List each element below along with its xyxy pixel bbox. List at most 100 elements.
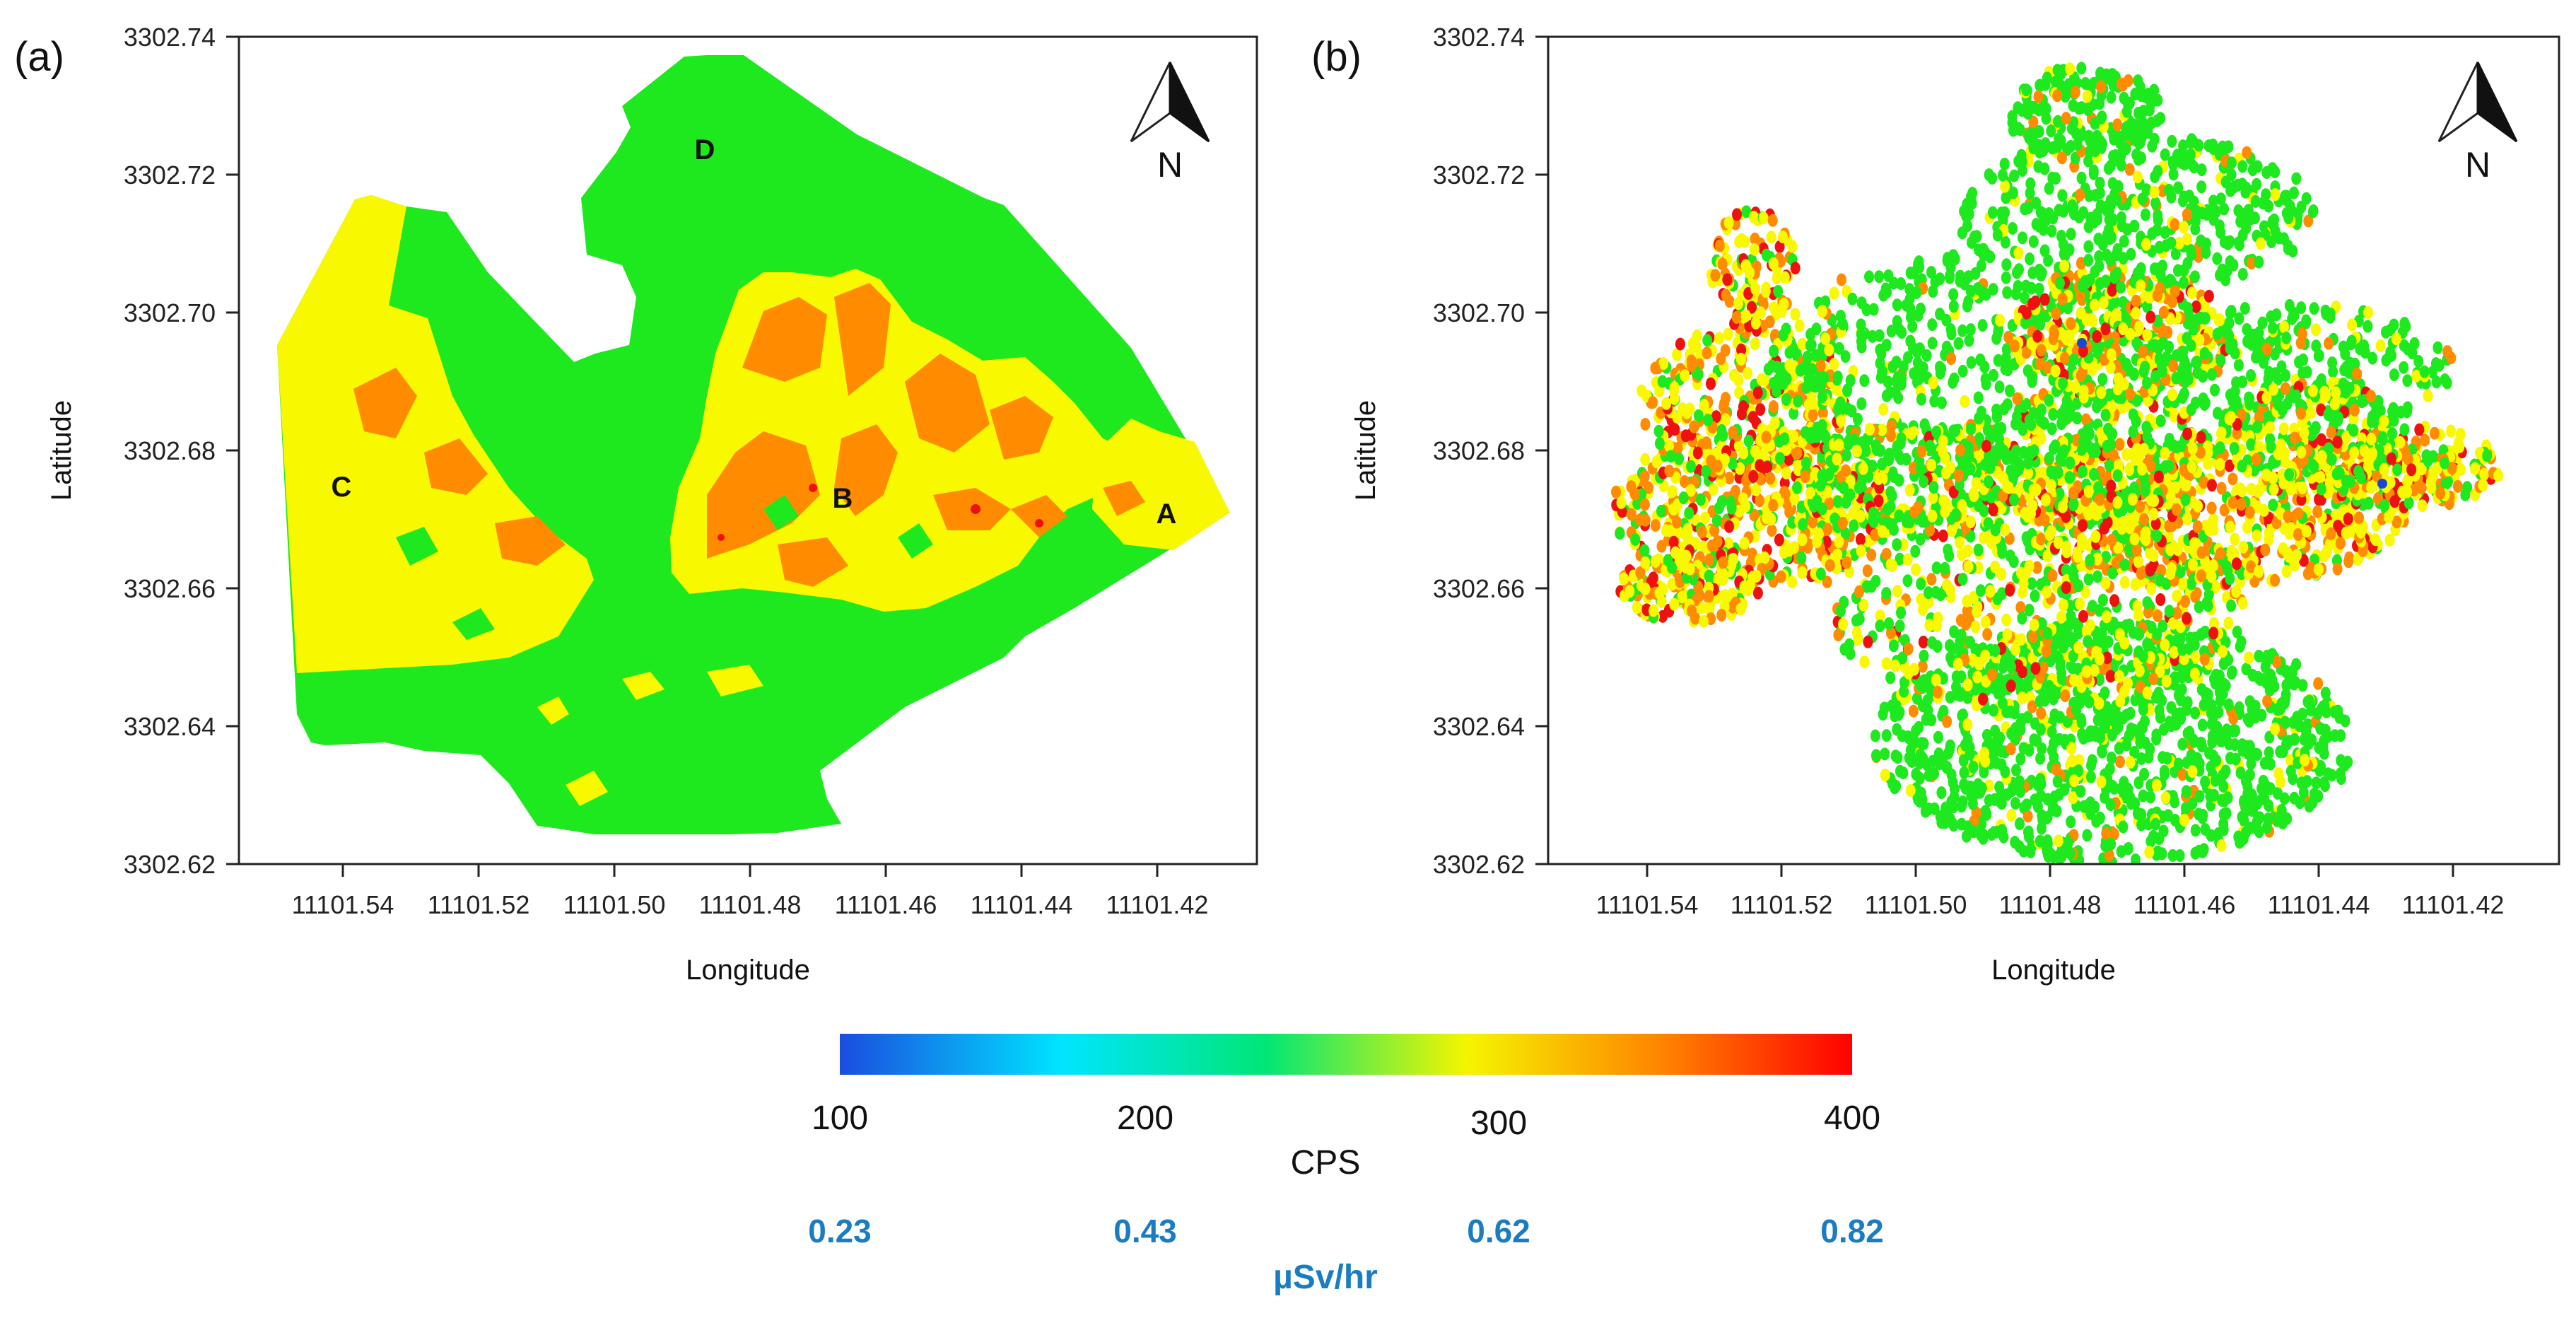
- measurement-point: [1769, 344, 1779, 358]
- measurement-point: [1992, 228, 2003, 242]
- measurement-point: [1748, 211, 1759, 224]
- measurement-point: [2097, 745, 2107, 759]
- measurement-point: [1982, 423, 1993, 436]
- panel-a-x-tick-label: 11101.46: [835, 890, 937, 919]
- measurement-point: [2182, 302, 2193, 315]
- measurement-point: [2100, 839, 2111, 853]
- measurement-point: [1684, 506, 1694, 520]
- measurement-point: [2012, 392, 2022, 405]
- measurement-point: [2026, 507, 2036, 520]
- measurement-point: [1977, 319, 1988, 332]
- measurement-point: [2301, 525, 2312, 538]
- measurement-point: [1915, 679, 1926, 692]
- measurement-points: [1611, 62, 2504, 864]
- measurement-point: [2297, 707, 2308, 721]
- measurement-point: [2008, 186, 2018, 199]
- measurement-point: [1942, 761, 1953, 774]
- measurement-point: [2208, 142, 2218, 155]
- measurement-point: [1890, 659, 1901, 672]
- measurement-point: [1769, 376, 1779, 390]
- measurement-point: [2208, 617, 2219, 630]
- yellow-specks: [537, 665, 763, 806]
- measurement-point: [2000, 180, 2010, 193]
- measurement-point: [1990, 560, 2001, 573]
- panel-a-x-axis-title: Longitude: [686, 955, 810, 986]
- measurement-point: [1667, 485, 1678, 498]
- measurement-point: [1914, 771, 1925, 785]
- measurement-point: [1767, 214, 1778, 227]
- measurement-point: [2215, 441, 2225, 455]
- measurement-point: [1963, 560, 1974, 573]
- measurement-point: [1950, 252, 1960, 266]
- measurement-point: [2078, 465, 2088, 478]
- measurement-point: [2275, 745, 2285, 759]
- measurement-point: [2036, 344, 2047, 357]
- measurement-point: [2158, 305, 2169, 319]
- measurement-point: [2059, 204, 2068, 218]
- measurement-point: [2153, 609, 2163, 622]
- measurement-point: [1779, 271, 1790, 284]
- measurement-point: [2138, 789, 2148, 803]
- measurement-point: [2167, 848, 2178, 862]
- measurement-point: [2078, 385, 2089, 397]
- measurement-point: [1946, 327, 1957, 341]
- measurement-point: [1955, 269, 1965, 283]
- measurement-point: [2136, 567, 2146, 580]
- measurement-point: [2106, 479, 2117, 493]
- panel-a-y-tick-label: 3302.70: [124, 298, 216, 327]
- measurement-point: [2067, 754, 2078, 768]
- measurement-point: [2114, 438, 2125, 451]
- measurement-point: [2127, 493, 2138, 506]
- measurement-point: [1916, 593, 1926, 606]
- measurement-point: [2059, 413, 2070, 426]
- measurement-point: [1996, 541, 2007, 554]
- measurement-point: [1706, 539, 1717, 552]
- measurement-point: [1852, 412, 1863, 426]
- measurement-point: [2139, 513, 2149, 526]
- measurement-point: [2200, 775, 2211, 788]
- measurement-point: [2021, 798, 2032, 812]
- measurement-point: [2218, 817, 2229, 831]
- measurement-point: [1842, 556, 1852, 569]
- measurement-point: [2164, 605, 2174, 618]
- measurement-point: [2250, 700, 2261, 713]
- measurement-point: [2142, 686, 2153, 699]
- panel-a-y-tick-label: 3302.68: [124, 436, 216, 465]
- measurement-point: [2029, 618, 2039, 631]
- measurement-point: [2318, 700, 2329, 713]
- measurement-point: [2024, 603, 2035, 617]
- measurement-point: [2196, 431, 2206, 444]
- panel-a-y-tick-label: 3302.66: [124, 574, 216, 603]
- measurement-point: [1855, 532, 1866, 546]
- measurement-point: [2182, 513, 2193, 525]
- measurement-point: [2050, 439, 2061, 453]
- measurement-point: [2320, 779, 2330, 793]
- measurement-point: [2222, 264, 2232, 278]
- measurement-point: [2196, 683, 2207, 696]
- measurement-point: [2058, 500, 2068, 513]
- measurement-point: [2051, 307, 2061, 320]
- measurement-point: [2048, 332, 2059, 345]
- measurement-point: [2241, 804, 2252, 817]
- measurement-point: [2313, 790, 2324, 803]
- measurement-point: [1866, 548, 1877, 561]
- measurement-point: [1968, 760, 1979, 774]
- measurement-point: [2001, 258, 2012, 272]
- measurement-point: [1940, 801, 1951, 815]
- measurement-point: [1981, 807, 1992, 821]
- measurement-point: [2109, 781, 2119, 795]
- measurement-point: [2061, 540, 2072, 554]
- measurement-point: [2005, 549, 2015, 563]
- measurement-point: [1948, 800, 1959, 813]
- measurement-point: [1979, 361, 1990, 373]
- measurement-point: [2047, 171, 2058, 185]
- measurement-point: [2283, 735, 2294, 748]
- panel-a-x-tick-label: 11101.44: [971, 890, 1073, 919]
- measurement-point: [2129, 367, 2139, 380]
- measurement-point: [1710, 269, 1721, 282]
- measurement-point: [2043, 254, 2054, 267]
- measurement-point: [2143, 750, 2154, 764]
- measurement-point: [2119, 576, 2130, 589]
- measurement-point: [2095, 80, 2106, 93]
- measurement-point: [1822, 523, 1833, 536]
